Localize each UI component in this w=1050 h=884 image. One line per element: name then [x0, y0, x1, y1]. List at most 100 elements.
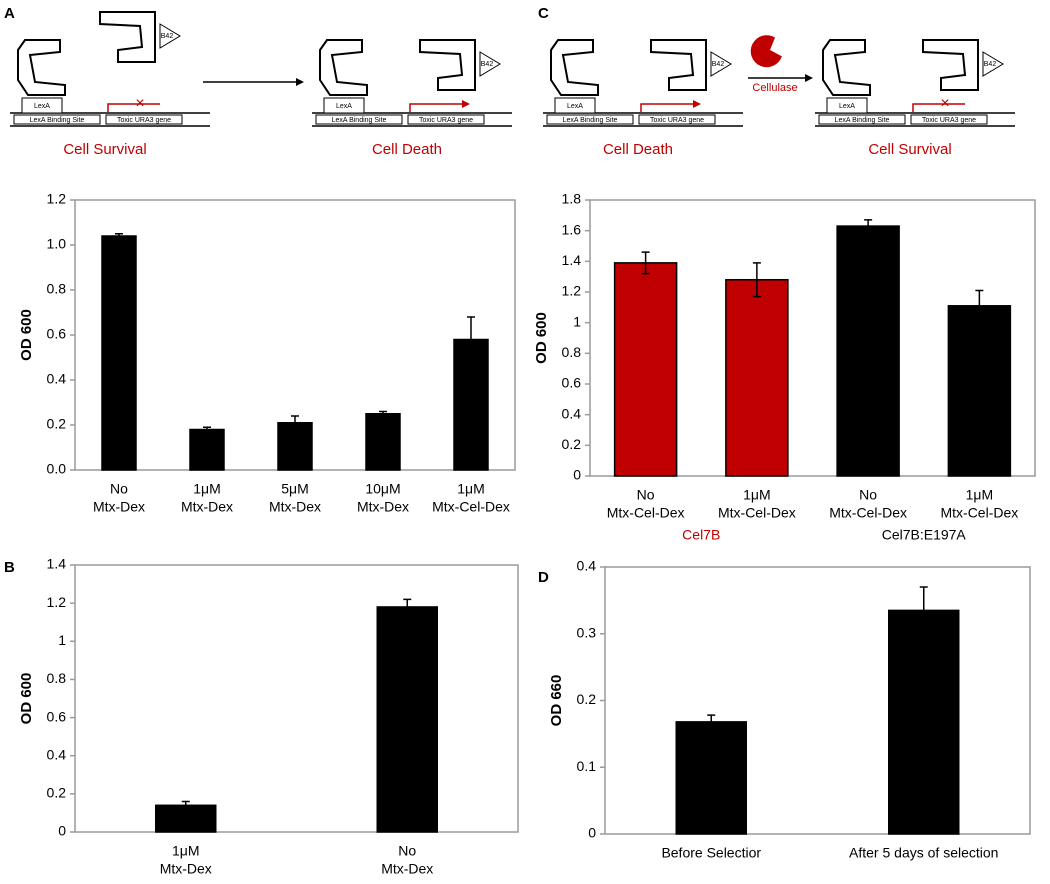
bar [836, 225, 900, 477]
x-tick-label: Mtx-Dex [181, 499, 233, 515]
error-bar [403, 598, 412, 616]
group-label: Cel7B:E197A [882, 527, 967, 543]
y-tick-label: 1.4 [47, 556, 67, 572]
x-tick-label: Mtx-Dex [357, 499, 409, 515]
error-bar [203, 426, 211, 430]
x-tick-label: Mtx-Cel-Dex [829, 505, 907, 521]
y-tick-label: 0.0 [47, 461, 67, 477]
y-tick-label: 0.2 [577, 691, 597, 707]
plot-frame [589, 199, 1036, 477]
b42-tag [710, 51, 732, 77]
y-tick-label: 0 [573, 467, 581, 483]
error-bar [975, 289, 984, 322]
lexa-label: LexA [567, 103, 583, 110]
bar [376, 606, 438, 833]
gene-box [638, 114, 716, 125]
y-tick-label: 0 [58, 823, 66, 839]
block-mark: × [940, 95, 949, 112]
y-tick-label: 0.2 [562, 436, 582, 452]
bar [888, 609, 960, 835]
b42-protein [650, 39, 707, 91]
binding-site-box [13, 114, 101, 125]
arrow-head [805, 74, 813, 82]
caption: Cell Death [603, 141, 673, 158]
x-tick-label: 1μM [172, 843, 200, 859]
y-tick-label: 1 [58, 632, 66, 648]
lexa-label: LexA [34, 103, 50, 110]
plot-frame [604, 566, 1031, 835]
lexa-box [554, 97, 596, 114]
lexa-box [323, 97, 365, 114]
y-tick-label: 1.2 [47, 594, 67, 610]
y-axis-label: OD 600 [18, 673, 35, 725]
error-bar [291, 415, 299, 423]
y-axis-label: OD 600 [533, 312, 550, 364]
x-tick-label: 10μM [365, 481, 400, 497]
gene-box [910, 114, 988, 125]
arrow-head [462, 100, 470, 108]
lexa-label: LexA [839, 103, 855, 110]
bar [675, 721, 747, 835]
x-tick-label: No [398, 843, 416, 859]
b42-protein [419, 39, 476, 91]
binding-site-label: LexA Binding Site [563, 117, 618, 124]
y-tick-label: 0.2 [47, 416, 67, 432]
x-tick-label: Mtx-Dex [160, 861, 212, 877]
b42-label: B42 [712, 61, 725, 68]
lexa-box [826, 97, 868, 114]
b42-protein [99, 11, 156, 63]
b42-tag [159, 23, 181, 49]
binding-site-label: LexA Binding Site [835, 117, 890, 124]
lexa-protein [550, 39, 599, 96]
y-tick-label: 1.4 [562, 252, 582, 268]
arrow-head [693, 100, 701, 108]
bar [725, 278, 789, 477]
x-tick-label: No [859, 487, 877, 503]
bar [453, 338, 489, 471]
b42-label: B42 [481, 61, 494, 68]
arrow-head [296, 78, 304, 86]
gene-label: Toxic URA3 gene [419, 117, 473, 124]
y-tick-label: 0.6 [562, 375, 582, 391]
b42-label: B42 [161, 33, 174, 40]
lexa-protein [319, 39, 368, 96]
lexa-protein [822, 39, 871, 96]
lexa-box [21, 97, 63, 114]
b42-tag [479, 51, 501, 77]
x-tick-label: Mtx-Dex [93, 499, 145, 515]
x-tick-label: No [637, 487, 655, 503]
y-tick-label: 1.2 [47, 191, 67, 207]
x-tick-label: 1μM [743, 487, 771, 503]
x-tick-label: Before Selectior [661, 845, 761, 861]
lexa-label: LexA [336, 103, 352, 110]
lexa-protein [17, 39, 66, 96]
x-tick-label: Mtx-Cel-Dex [940, 505, 1018, 521]
y-tick-label: 1.8 [562, 191, 582, 207]
y-tick-label: 0.6 [47, 708, 67, 724]
transcript-arrow [640, 103, 693, 112]
caption: Cell Survival [63, 141, 146, 158]
enzyme-label: Cellulase [752, 82, 797, 94]
x-tick-label: 1μM [193, 481, 221, 497]
binding-site-label: LexA Binding Site [332, 117, 387, 124]
panel-label: C [538, 5, 549, 22]
panel-label: B [4, 559, 15, 576]
y-tick-label: 0.8 [47, 281, 67, 297]
binding-site-label: LexA Binding Site [30, 117, 85, 124]
gene-label: Toxic URA3 gene [117, 117, 171, 124]
error-bar [707, 714, 716, 730]
plot-frame [74, 564, 519, 833]
y-tick-label: 0.6 [47, 326, 67, 342]
caption: Cell Death [372, 141, 442, 158]
gene-box [407, 114, 485, 125]
cellulase-icon [750, 35, 782, 68]
y-tick-label: 0 [588, 825, 596, 841]
error-bar [641, 251, 650, 275]
x-tick-label: Mtx-Dex [269, 499, 321, 515]
gene-label: Toxic URA3 gene [650, 117, 704, 124]
bar [189, 428, 225, 471]
error-bar [181, 800, 190, 810]
error-bar [752, 262, 761, 298]
bar [947, 305, 1012, 477]
error-bar [919, 586, 928, 635]
